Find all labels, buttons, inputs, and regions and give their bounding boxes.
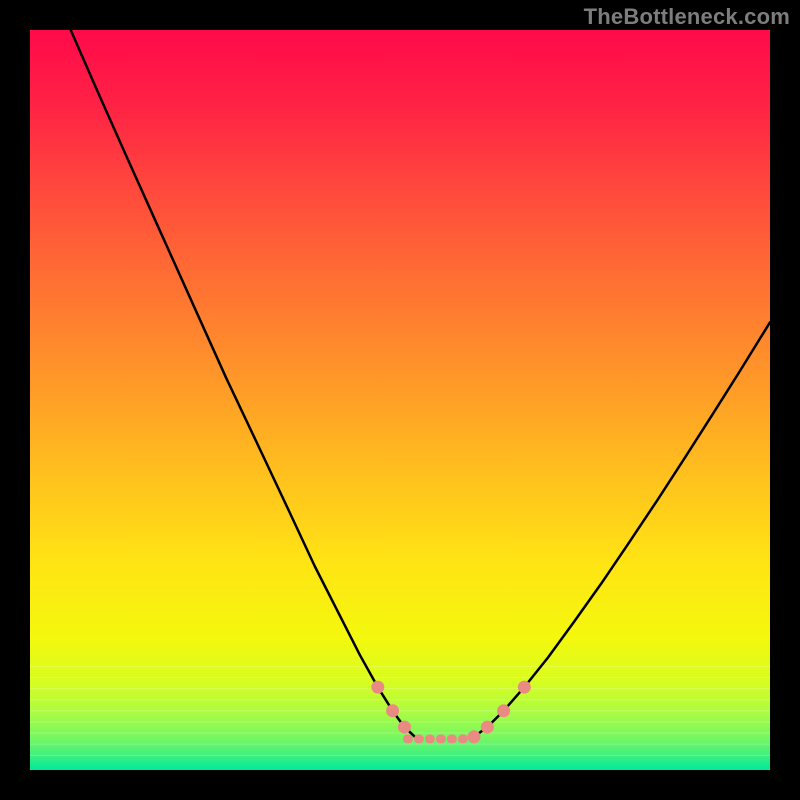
marker-left <box>372 681 384 693</box>
marker-right <box>498 705 510 717</box>
plot-gradient <box>30 30 770 770</box>
marker-left <box>387 705 399 717</box>
marker-right <box>481 721 493 733</box>
marker-left <box>398 721 410 733</box>
watermark-text: TheBottleneck.com <box>584 4 790 30</box>
marker-right <box>518 681 530 693</box>
bottleneck-chart <box>0 0 800 800</box>
